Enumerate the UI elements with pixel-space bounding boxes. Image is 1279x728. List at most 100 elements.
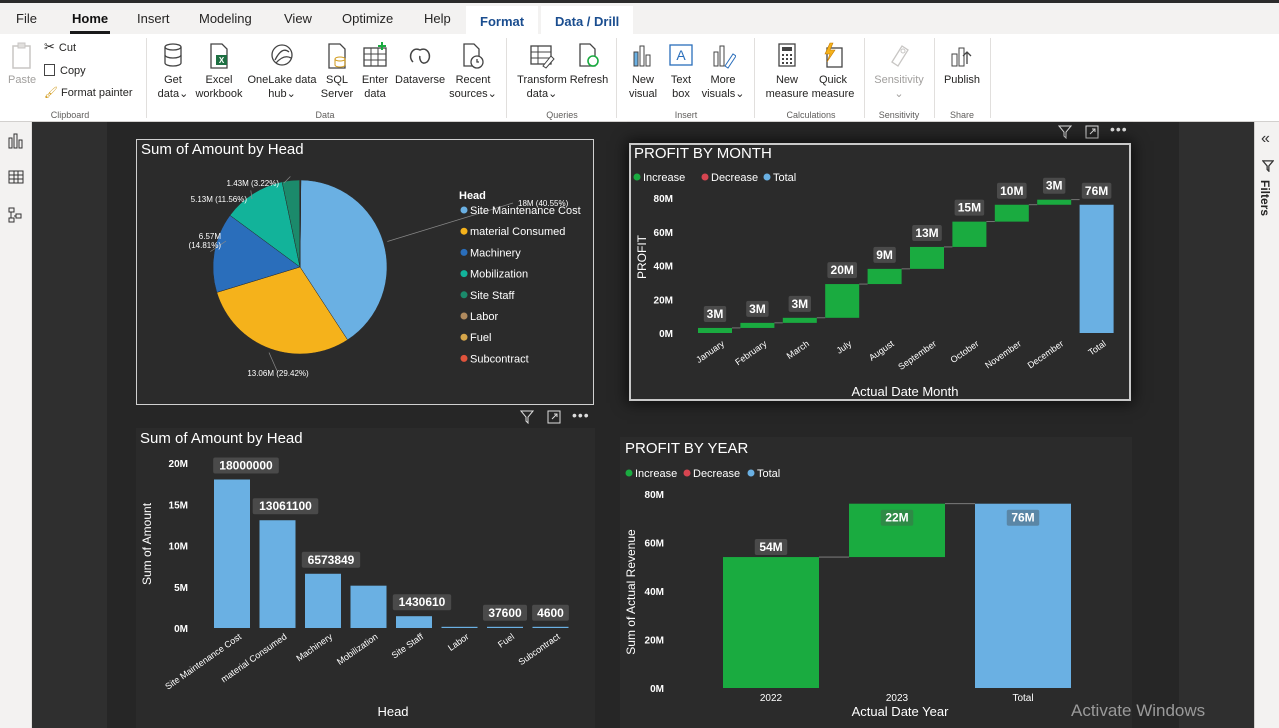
new-visual-label-2: visual	[628, 88, 658, 100]
cut-button[interactable]: ✂ Cut	[44, 40, 76, 55]
excel-workbook-button[interactable]: X Excel workbook	[194, 42, 244, 101]
ribbon: Paste ✂ Cut Copy 🖌 Format painter Clipboar…	[0, 34, 1279, 122]
amount-bar-visual[interactable]: Sum of Amount by Head 0M 5M 10M 15M 20M Sum o…	[136, 428, 595, 728]
y-tick-label: 40M	[645, 587, 664, 598]
queries-group-label: Queries	[546, 110, 578, 120]
sql-label: SQL	[325, 74, 348, 86]
excel-label-2: workbook	[195, 88, 243, 100]
pie-title: Sum of Amount by Head	[141, 141, 304, 158]
publish-button[interactable]: Publish	[940, 42, 984, 87]
collapse-chevron-icon[interactable]: «	[1261, 130, 1270, 147]
chevron-down-icon: ⌄	[735, 88, 745, 100]
y-tick-label: 0M	[659, 329, 673, 340]
waterfall-bar	[782, 317, 817, 323]
waterfall-bar	[698, 327, 732, 333]
pie-legend-marker	[460, 291, 468, 299]
more-visuals-button[interactable]: More visuals⌄	[700, 42, 746, 101]
data-label: 3M	[749, 302, 766, 316]
data-label-background	[754, 539, 788, 556]
profit-year-title: PROFIT BY YEAR	[625, 440, 749, 457]
sql-server-button[interactable]: SQL Server	[320, 42, 354, 101]
data-label: 76M	[1011, 511, 1034, 525]
sensitivity-label: Sensitivity	[874, 74, 924, 86]
y-tick-label: 0M	[650, 684, 664, 695]
tab-insert[interactable]: Insert	[137, 11, 170, 26]
filter-icon[interactable]	[520, 410, 534, 424]
refresh-icon	[579, 43, 599, 67]
quick-measure-button[interactable]: Quick measure	[810, 42, 856, 101]
x-axis-title: Actual Date Month	[852, 384, 959, 399]
data-label-background	[703, 305, 727, 322]
report-view-icon[interactable]	[7, 132, 25, 150]
paste-icon	[12, 42, 31, 69]
pie-legend-item: Labor	[470, 311, 498, 323]
data-label: 54M	[759, 540, 782, 554]
active-tab-indicator	[70, 31, 110, 34]
tab-home[interactable]: Home	[72, 11, 109, 26]
tab-file[interactable]: File	[16, 11, 37, 26]
get-data-button[interactable]: Get data⌄	[154, 42, 192, 101]
sensitivity-group-label: Sensitivity	[878, 110, 920, 120]
database-icon	[164, 43, 182, 67]
x-tick-label: February	[733, 338, 769, 367]
tab-format[interactable]: Format	[466, 6, 539, 37]
legend-marker	[683, 469, 691, 477]
waterfall-bar	[825, 284, 860, 318]
tab-data-drill[interactable]: Data / Drill	[541, 6, 634, 37]
tab-optimize[interactable]: Optimize	[342, 11, 394, 26]
model-view-icon[interactable]	[7, 206, 25, 224]
chevron-down-icon: ⌄	[548, 88, 558, 100]
pie-visual[interactable]: Sum of Amount by Head 18M (40.55%) 13.06M…	[136, 139, 594, 405]
new-visual-button[interactable]: New visual	[624, 42, 662, 101]
quick-measure-label-2: measure	[811, 88, 855, 100]
waterfall-bar	[1037, 199, 1072, 205]
table-view-icon[interactable]	[7, 168, 25, 186]
pie-leader-line	[210, 240, 227, 252]
profit-month-chart: Increase Decrease Total 0M 20M 40M 60M 80M PROFI…	[633, 172, 1114, 399]
text-box-button[interactable]: A Text box	[664, 42, 698, 101]
legend-item: Decrease	[711, 172, 758, 184]
data-label: 37600	[488, 606, 522, 620]
format-painter-button[interactable]: 🖌 Format painter	[44, 86, 133, 100]
recent-sources-button[interactable]: Recent sources⌄	[448, 42, 498, 101]
filter-icon[interactable]	[1058, 125, 1072, 139]
focus-mode-icon[interactable]	[547, 410, 561, 424]
pie-legend-item: Subcontract	[470, 353, 529, 365]
profit-month-visual[interactable]: PROFIT BY MONTH Increase Decrease Total 0M 2…	[629, 143, 1131, 401]
new-measure-label-2: measure	[765, 88, 809, 100]
y-tick-label: 20M	[654, 295, 673, 306]
more-options-icon[interactable]: •••	[1110, 121, 1128, 137]
filters-pane[interactable]: « Filters	[1254, 122, 1279, 728]
new-measure-button[interactable]: New measure	[764, 42, 810, 101]
data-label-background	[1043, 177, 1066, 194]
focus-mode-icon[interactable]	[1085, 125, 1099, 139]
data-label: 20M	[831, 263, 854, 277]
onelake-label: OneLake data	[247, 74, 317, 86]
pie-legend-item: Mobilization	[470, 269, 528, 281]
enter-data-label: Enter	[361, 74, 389, 86]
refresh-button[interactable]: Refresh	[569, 42, 609, 87]
onelake-data-hub-button[interactable]: OneLake data hub⌄	[247, 42, 317, 101]
tab-modeling[interactable]: Modeling	[199, 11, 252, 26]
copy-button[interactable]: Copy	[44, 64, 86, 78]
y-tick-label: 60M	[654, 228, 673, 239]
dataverse-button[interactable]: Dataverse	[395, 42, 445, 87]
paste-button[interactable]: Paste	[8, 42, 36, 87]
waterfall-bar	[994, 204, 1029, 222]
text-box-icon: A	[669, 44, 693, 66]
tab-view[interactable]: View	[284, 11, 312, 26]
more-options-icon[interactable]: •••	[572, 407, 590, 423]
quick-measure-label: Quick	[818, 74, 848, 86]
profit-year-visual[interactable]: PROFIT BY YEAR Increase Decrease Total 0M 20…	[620, 437, 1132, 728]
dataverse-label: Dataverse	[395, 74, 446, 86]
legend-item: Increase	[643, 172, 685, 184]
data-label-background	[827, 262, 857, 279]
y-tick-label: 40M	[654, 262, 673, 273]
enter-data-button[interactable]: Enter data	[358, 42, 392, 101]
insert-group-label: Insert	[674, 110, 698, 120]
bar	[214, 479, 250, 628]
chevron-down-icon: ⌄	[179, 88, 189, 100]
sensitivity-button[interactable]: Sensitivity ⌄	[870, 42, 928, 101]
transform-data-button[interactable]: Transform data⌄	[514, 42, 570, 101]
tab-help[interactable]: Help	[424, 11, 451, 26]
